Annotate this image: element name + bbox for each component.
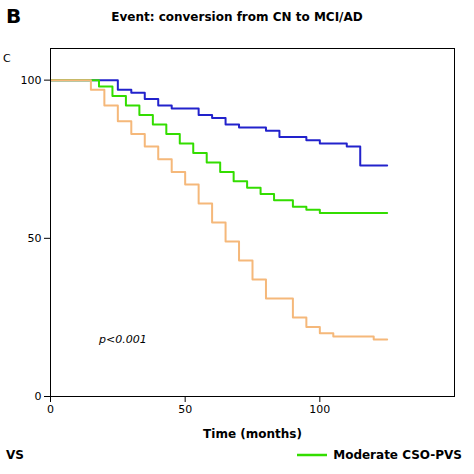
html-text:Moderate CSO-PVS: Moderate CSO-PVS [333, 448, 462, 462]
svg-text:0: 0 [35, 390, 42, 403]
html-text:Event: conversion from CN to M: Event: conversion from CN to MCI/AD [111, 10, 363, 24]
html-text:VS: VS [6, 448, 24, 462]
svg-text:Time (months): Time (months) [203, 427, 302, 441]
svg-text:50: 50 [28, 232, 42, 245]
svg-text:100: 100 [21, 74, 42, 87]
svg-text:0: 0 [47, 403, 54, 416]
svg-text:p<0.001: p<0.001 [98, 333, 147, 346]
svg-text:50: 50 [178, 403, 192, 416]
html-text:B: B [6, 4, 22, 28]
svg-text:100: 100 [309, 403, 330, 416]
html-text:C: C [3, 52, 11, 65]
